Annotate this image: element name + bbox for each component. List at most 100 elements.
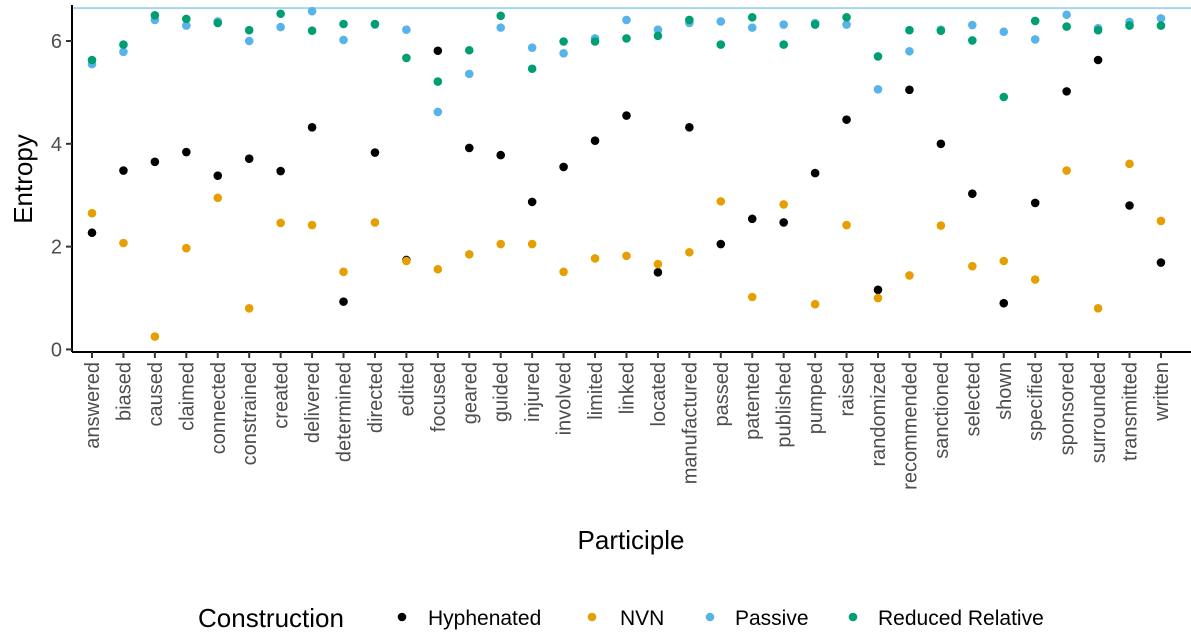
point-reduced-relative-sponsored: [1062, 22, 1071, 31]
point-passive-involved: [559, 49, 568, 58]
x-tick-label-sanctioned: sanctioned: [931, 362, 953, 459]
point-hyphenated-claimed: [182, 147, 191, 157]
point-hyphenated-passed: [716, 239, 726, 249]
point-reduced-relative-written: [1156, 21, 1166, 30]
point-passive-geared: [464, 69, 474, 79]
point-nvn-shown: [999, 256, 1009, 266]
point-reduced-relative-created: [276, 9, 285, 19]
point-nvn-transmitted: [1125, 159, 1134, 169]
point-hyphenated-created: [276, 166, 285, 176]
point-hyphenated-focused: [433, 46, 443, 56]
point-nvn-patented: [747, 292, 757, 302]
point-passive-constrained: [244, 36, 254, 46]
point-reduced-relative-claimed: [182, 14, 191, 24]
x-tick-label-published: published: [774, 362, 796, 448]
point-nvn-linked: [622, 251, 631, 261]
y-tick-label: 4: [51, 134, 62, 156]
x-tick-label-injured: injured: [522, 362, 544, 422]
point-nvn-answered: [87, 208, 97, 218]
point-hyphenated-transmitted: [1125, 201, 1134, 210]
point-nvn-claimed: [182, 243, 191, 253]
point-passive-guided: [496, 23, 506, 32]
point-hyphenated-guided: [496, 150, 506, 160]
point-passive-patented: [747, 23, 757, 32]
point-reduced-relative-geared: [464, 45, 474, 55]
legend-key-passive: [705, 612, 715, 622]
point-reduced-relative-surrounded: [1093, 25, 1103, 35]
x-tick-label-involved: involved: [554, 362, 576, 435]
point-passive-injured: [527, 43, 537, 52]
y-tick-label: 2: [51, 237, 62, 259]
legend-key-hyphenated: [397, 612, 407, 622]
point-nvn-sponsored: [1062, 166, 1071, 175]
x-tick-label-edited: edited: [396, 362, 418, 417]
x-tick-label-recommended: recommended: [899, 362, 921, 490]
point-hyphenated-caused: [150, 157, 160, 167]
point-reduced-relative-located: [653, 31, 663, 41]
point-passive-delivered: [307, 6, 317, 16]
point-passive-recommended: [905, 46, 914, 56]
point-reduced-relative-selected: [968, 36, 977, 45]
point-nvn-written: [1156, 216, 1166, 226]
point-reduced-relative-passed: [716, 40, 726, 49]
point-reduced-relative-sanctioned: [936, 26, 946, 36]
point-nvn-published: [779, 200, 788, 209]
x-tick-label-located: located: [648, 362, 670, 427]
point-reduced-relative-biased: [119, 40, 128, 49]
point-passive-selected: [968, 20, 977, 30]
x-axis-title: Participle: [578, 525, 685, 555]
x-tick-label-shown: shown: [994, 362, 1016, 420]
point-hyphenated-answered: [87, 228, 97, 238]
point-hyphenated-surrounded: [1093, 55, 1103, 65]
point-reduced-relative-published: [779, 40, 788, 49]
legend-label-passive: Passive: [735, 607, 809, 630]
x-tick-label-limited: limited: [585, 362, 607, 420]
x-tick-label-selected: selected: [962, 362, 984, 437]
point-passive-determined: [339, 35, 348, 45]
point-reduced-relative-manufactured: [685, 15, 694, 25]
point-reduced-relative-involved: [559, 37, 568, 46]
point-hyphenated-sanctioned: [936, 139, 946, 149]
point-hyphenated-pumped: [810, 168, 820, 178]
x-tick-label-patented: patented: [742, 362, 764, 440]
point-reduced-relative-focused: [433, 77, 443, 86]
legend-title: Construction: [198, 603, 344, 632]
point-hyphenated-manufactured: [685, 123, 694, 132]
x-tick-label-biased: biased: [113, 362, 135, 421]
point-hyphenated-selected: [968, 189, 977, 198]
x-tick-label-linked: linked: [616, 362, 638, 414]
point-reduced-relative-caused: [150, 10, 160, 20]
x-tick-label-manufactured: manufactured: [679, 362, 701, 484]
point-hyphenated-biased: [119, 166, 128, 175]
point-hyphenated-published: [779, 218, 788, 227]
point-nvn-created: [276, 218, 285, 228]
point-reduced-relative-pumped: [810, 20, 820, 29]
point-reduced-relative-recommended: [905, 25, 914, 35]
point-reduced-relative-specified: [1030, 16, 1040, 26]
point-nvn-caused: [150, 332, 160, 341]
point-passive-published: [779, 20, 788, 29]
point-nvn-selected: [968, 261, 977, 271]
point-hyphenated-geared: [464, 143, 474, 153]
point-nvn-connected: [213, 193, 223, 203]
point-reduced-relative-determined: [339, 19, 348, 29]
x-tick-label-transmitted: transmitted: [1120, 362, 1142, 461]
point-reduced-relative-connected: [213, 18, 223, 28]
point-hyphenated-patented: [747, 214, 757, 224]
point-hyphenated-written: [1156, 258, 1166, 267]
x-tick-label-connected: connected: [208, 362, 230, 454]
x-tick-label-created: created: [271, 362, 293, 429]
point-hyphenated-injured: [527, 197, 537, 207]
point-passive-created: [276, 22, 285, 32]
point-hyphenated-randomized: [873, 285, 883, 295]
point-nvn-determined: [339, 267, 348, 277]
y-tick-label: 6: [51, 31, 62, 53]
legend-label-nvn: NVN: [620, 607, 664, 630]
legend-key-nvn: [587, 612, 597, 622]
point-nvn-specified: [1030, 275, 1040, 284]
x-tick-label-sponsored: sponsored: [1057, 362, 1079, 455]
point-passive-randomized: [873, 85, 883, 94]
point-reduced-relative-directed: [370, 19, 380, 29]
point-hyphenated-recommended: [905, 85, 914, 95]
